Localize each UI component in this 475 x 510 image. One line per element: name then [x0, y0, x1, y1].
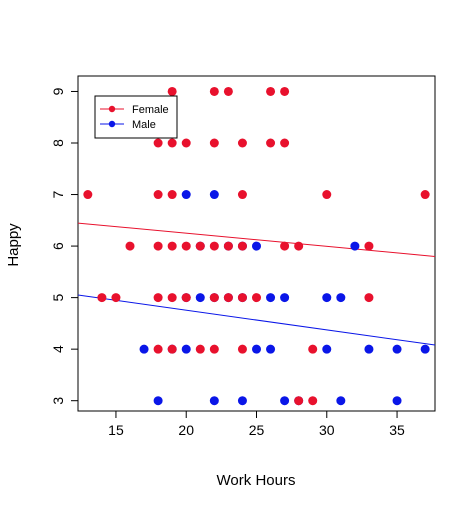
- female-point: [420, 190, 430, 200]
- female-point: [266, 138, 276, 148]
- female-point: [223, 86, 233, 96]
- x-tick-label: 30: [319, 422, 335, 438]
- female-point: [308, 396, 318, 406]
- male-point: [153, 396, 163, 406]
- female-point: [195, 241, 205, 251]
- female-point: [294, 396, 304, 406]
- female-point: [153, 190, 163, 200]
- female-point: [181, 138, 191, 148]
- female-point: [83, 190, 93, 200]
- female-point: [153, 293, 163, 303]
- female-point: [280, 241, 290, 251]
- female-point: [181, 293, 191, 303]
- male-point: [266, 293, 276, 303]
- female-point: [223, 241, 233, 251]
- legend-box: [94, 95, 178, 139]
- male-point: [364, 344, 374, 354]
- legend-marker-male: [108, 120, 116, 128]
- male-point: [392, 344, 402, 354]
- y-tick-label: 9: [50, 87, 66, 95]
- y-tick-label: 7: [50, 190, 66, 198]
- legend-label-female: Female: [132, 104, 169, 116]
- female-point: [167, 344, 177, 354]
- female-point: [167, 241, 177, 251]
- female-point: [237, 241, 247, 251]
- legend: Female Male: [94, 95, 178, 139]
- y-axis-title: Happy: [5, 223, 22, 267]
- female-point: [167, 138, 177, 148]
- female-point: [294, 241, 304, 251]
- legend-label-male: Male: [132, 119, 156, 131]
- trend-lines: [77, 222, 436, 346]
- x-tick-label: 15: [108, 422, 124, 438]
- male-point: [209, 190, 219, 200]
- y-tick-label: 3: [50, 397, 66, 405]
- female-point: [280, 86, 290, 96]
- legend-marker-female: [108, 105, 116, 113]
- female-point: [280, 138, 290, 148]
- female-point: [195, 344, 205, 354]
- female-point: [266, 86, 276, 96]
- female-point: [209, 138, 219, 148]
- data-points: [83, 86, 430, 406]
- female-point: [153, 241, 163, 251]
- female-point: [209, 241, 219, 251]
- y-tick-label: 5: [50, 294, 66, 302]
- male-point: [420, 344, 430, 354]
- female-point: [181, 241, 191, 251]
- female-point: [209, 293, 219, 303]
- male-point: [392, 396, 402, 406]
- male-point: [322, 344, 332, 354]
- x-axis: 15 20 25 30 35: [108, 411, 405, 438]
- female-point: [125, 241, 135, 251]
- female-point: [252, 293, 261, 303]
- female-point: [167, 293, 177, 303]
- male-trend-line: [77, 294, 436, 346]
- male-point: [280, 293, 290, 303]
- male-point: [336, 396, 346, 406]
- male-point: [181, 344, 191, 354]
- x-tick-label: 35: [389, 422, 405, 438]
- female-point: [237, 138, 247, 148]
- male-point: [252, 241, 261, 251]
- female-point: [308, 344, 318, 354]
- male-point: [139, 344, 149, 354]
- x-tick-label: 25: [249, 422, 265, 438]
- female-point: [322, 190, 332, 200]
- male-point: [252, 344, 261, 354]
- female-point: [237, 293, 247, 303]
- female-point: [237, 190, 247, 200]
- female-point: [153, 138, 163, 148]
- y-axis: 3 4 5 6 7 8 9: [50, 87, 78, 405]
- male-point: [209, 396, 219, 406]
- female-trend-line: [77, 222, 436, 257]
- male-point: [195, 293, 205, 303]
- y-tick-label: 4: [50, 345, 66, 353]
- female-point: [209, 344, 219, 354]
- female-point: [111, 293, 121, 303]
- female-point: [223, 293, 233, 303]
- y-tick-label: 6: [50, 242, 66, 250]
- female-point: [364, 293, 374, 303]
- female-point: [153, 344, 163, 354]
- male-point: [237, 396, 247, 406]
- male-point: [280, 396, 290, 406]
- male-point: [322, 293, 332, 303]
- female-point: [167, 86, 177, 96]
- female-point: [97, 293, 107, 303]
- x-axis-title: Work Hours: [217, 472, 296, 489]
- male-point: [181, 190, 191, 200]
- female-point: [237, 344, 247, 354]
- male-point: [350, 241, 360, 251]
- female-point: [167, 190, 177, 200]
- female-point: [364, 241, 374, 251]
- male-point: [266, 344, 276, 354]
- female-point: [209, 86, 219, 96]
- male-point: [336, 293, 346, 303]
- y-tick-label: 8: [50, 139, 66, 147]
- x-tick-label: 20: [178, 422, 194, 438]
